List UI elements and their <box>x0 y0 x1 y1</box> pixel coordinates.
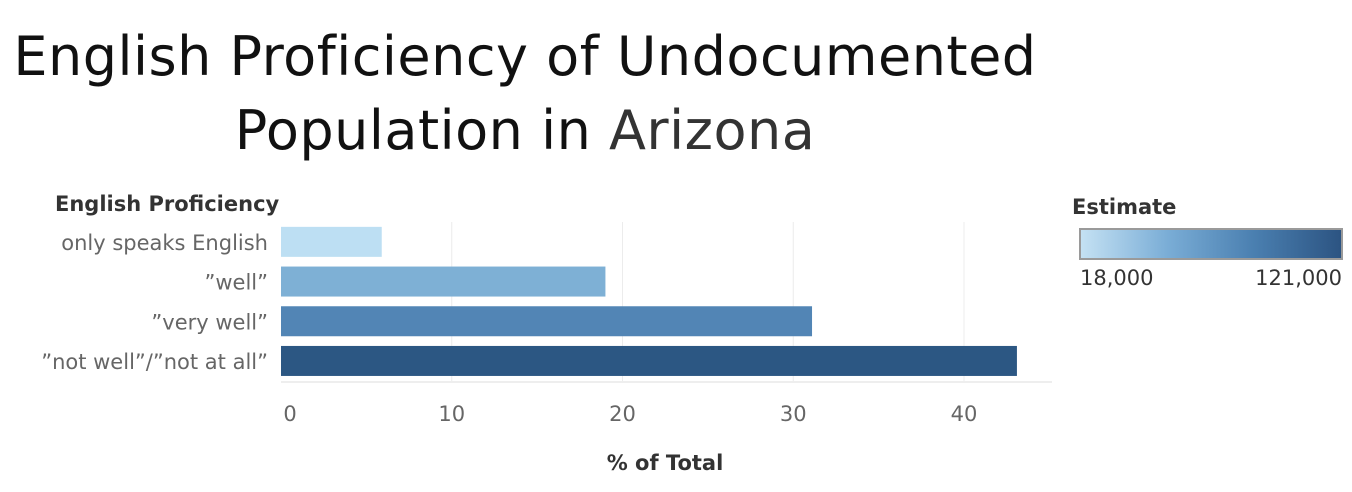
category-label: only speaks English <box>61 231 268 255</box>
category-label: ”not well”/”not at all” <box>41 350 268 374</box>
bar <box>281 345 1017 376</box>
x-tick-label: 20 <box>609 402 636 426</box>
chart-title-prefix: Population in <box>234 99 592 162</box>
chart-title-line-2: Population in Arizona <box>0 94 1050 168</box>
category-label: ”very well” <box>151 310 268 334</box>
legend-color-ramp <box>1079 228 1343 260</box>
chart-title-line-1: English Proficiency of Undocumented <box>13 25 1037 88</box>
chart-title: English Proficiency of Undocumented Popu… <box>0 20 1050 168</box>
row-axis-header: English Proficiency <box>55 192 280 216</box>
x-tick-label: 0 <box>283 402 296 426</box>
bar <box>281 266 606 297</box>
chart-title-state: Arizona <box>608 99 816 162</box>
x-tick-label: 10 <box>438 402 465 426</box>
legend-min-label: 18,000 <box>1080 266 1154 290</box>
bar <box>281 226 382 257</box>
category-label: ”well” <box>204 271 268 295</box>
x-tick-label: 30 <box>780 402 807 426</box>
x-axis-title: % of Total <box>607 451 724 475</box>
bar <box>281 306 813 337</box>
legend-max-label: 121,000 <box>1255 266 1342 290</box>
x-tick-label: 40 <box>951 402 978 426</box>
legend-title: Estimate <box>1072 195 1177 219</box>
